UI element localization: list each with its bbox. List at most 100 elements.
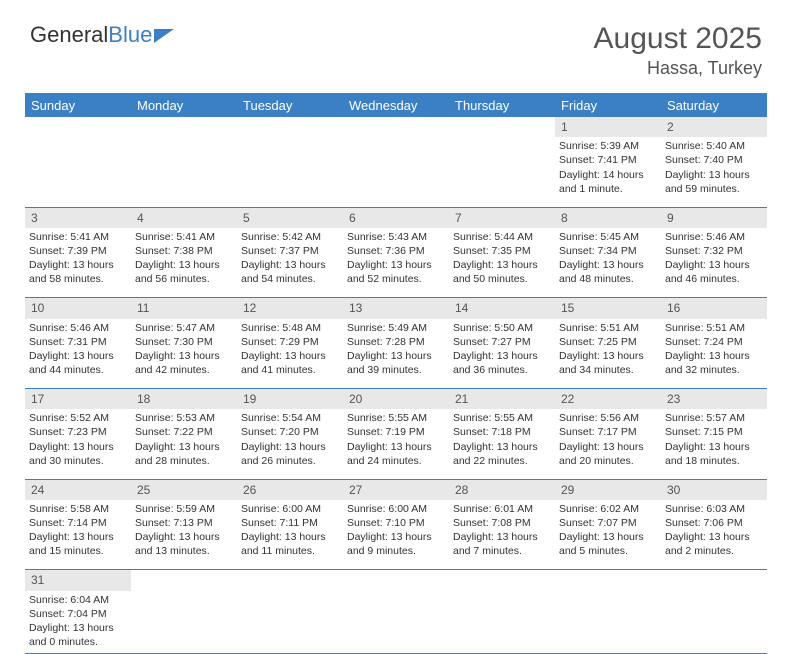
day-number: 4 [131, 207, 237, 228]
day-number: 9 [661, 207, 767, 228]
weekday-header-row: SundayMondayTuesdayWednesdayThursdayFrid… [25, 94, 767, 118]
day-number: 16 [661, 298, 767, 319]
sunrise-line: Sunrise: 6:04 AM [29, 593, 127, 607]
day-number: 8 [555, 207, 661, 228]
day-cell: Sunrise: 6:01 AMSunset: 7:08 PMDaylight:… [449, 500, 555, 570]
weekday-header: Monday [131, 94, 237, 118]
day-cell: Sunrise: 6:02 AMSunset: 7:07 PMDaylight:… [555, 500, 661, 570]
sunrise-line: Sunrise: 5:47 AM [135, 321, 233, 335]
sunset-line: Sunset: 7:04 PM [29, 607, 127, 621]
day-number-row: 10111213141516 [25, 298, 767, 319]
day-content-row: Sunrise: 5:46 AMSunset: 7:31 PMDaylight:… [25, 319, 767, 389]
sunrise-line: Sunrise: 5:49 AM [347, 321, 445, 335]
weekday-header: Thursday [449, 94, 555, 118]
day-cell: Sunrise: 6:04 AMSunset: 7:04 PMDaylight:… [25, 591, 131, 654]
sunset-line: Sunset: 7:40 PM [665, 153, 763, 167]
day-number: 12 [237, 298, 343, 319]
sunset-line: Sunset: 7:20 PM [241, 425, 339, 439]
day-number: 22 [555, 389, 661, 410]
sunset-line: Sunset: 7:28 PM [347, 335, 445, 349]
day-number: 18 [131, 389, 237, 410]
daylight-line: Daylight: 13 hours and 42 minutes. [135, 349, 233, 377]
day-cell: Sunrise: 5:42 AMSunset: 7:37 PMDaylight:… [237, 228, 343, 298]
empty-cell [237, 591, 343, 654]
sunset-line: Sunset: 7:06 PM [665, 516, 763, 530]
day-cell: Sunrise: 5:59 AMSunset: 7:13 PMDaylight:… [131, 500, 237, 570]
sunrise-line: Sunrise: 6:01 AM [453, 502, 551, 516]
empty-cell [131, 591, 237, 654]
sunset-line: Sunset: 7:19 PM [347, 425, 445, 439]
weekday-header: Saturday [661, 94, 767, 118]
sunrise-line: Sunrise: 5:42 AM [241, 230, 339, 244]
empty-cell [237, 570, 343, 591]
weekday-header: Tuesday [237, 94, 343, 118]
sunset-line: Sunset: 7:34 PM [559, 244, 657, 258]
daylight-line: Daylight: 13 hours and 7 minutes. [453, 530, 551, 558]
day-number: 7 [449, 207, 555, 228]
day-cell: Sunrise: 5:57 AMSunset: 7:15 PMDaylight:… [661, 409, 767, 479]
day-number: 11 [131, 298, 237, 319]
sunset-line: Sunset: 7:11 PM [241, 516, 339, 530]
day-number: 31 [25, 570, 131, 591]
sunset-line: Sunset: 7:18 PM [453, 425, 551, 439]
empty-cell [131, 570, 237, 591]
sunset-line: Sunset: 7:31 PM [29, 335, 127, 349]
flag-icon [154, 27, 176, 43]
sunrise-line: Sunrise: 6:03 AM [665, 502, 763, 516]
day-number: 29 [555, 479, 661, 500]
empty-cell [449, 570, 555, 591]
day-cell: Sunrise: 5:48 AMSunset: 7:29 PMDaylight:… [237, 319, 343, 389]
daylight-line: Daylight: 13 hours and 39 minutes. [347, 349, 445, 377]
sunset-line: Sunset: 7:08 PM [453, 516, 551, 530]
sunrise-line: Sunrise: 5:41 AM [29, 230, 127, 244]
daylight-line: Daylight: 13 hours and 41 minutes. [241, 349, 339, 377]
day-number-row: 3456789 [25, 207, 767, 228]
daylight-line: Daylight: 13 hours and 34 minutes. [559, 349, 657, 377]
day-number: 21 [449, 389, 555, 410]
day-cell: Sunrise: 5:45 AMSunset: 7:34 PMDaylight:… [555, 228, 661, 298]
sunrise-line: Sunrise: 5:55 AM [453, 411, 551, 425]
day-number: 30 [661, 479, 767, 500]
weekday-header: Wednesday [343, 94, 449, 118]
empty-cell [237, 137, 343, 207]
empty-cell [555, 591, 661, 654]
day-cell: Sunrise: 5:49 AMSunset: 7:28 PMDaylight:… [343, 319, 449, 389]
day-number: 23 [661, 389, 767, 410]
sunset-line: Sunset: 7:15 PM [665, 425, 763, 439]
day-number: 14 [449, 298, 555, 319]
sunset-line: Sunset: 7:32 PM [665, 244, 763, 258]
empty-cell [237, 117, 343, 137]
daylight-line: Daylight: 13 hours and 44 minutes. [29, 349, 127, 377]
day-number: 1 [555, 117, 661, 137]
day-cell: Sunrise: 5:50 AMSunset: 7:27 PMDaylight:… [449, 319, 555, 389]
daylight-line: Daylight: 13 hours and 32 minutes. [665, 349, 763, 377]
daylight-line: Daylight: 13 hours and 13 minutes. [135, 530, 233, 558]
day-number: 5 [237, 207, 343, 228]
sunrise-line: Sunrise: 5:43 AM [347, 230, 445, 244]
daylight-line: Daylight: 13 hours and 56 minutes. [135, 258, 233, 286]
empty-cell [25, 137, 131, 207]
sunset-line: Sunset: 7:29 PM [241, 335, 339, 349]
day-number: 20 [343, 389, 449, 410]
day-cell: Sunrise: 5:55 AMSunset: 7:18 PMDaylight:… [449, 409, 555, 479]
sunrise-line: Sunrise: 5:50 AM [453, 321, 551, 335]
sunrise-line: Sunrise: 5:44 AM [453, 230, 551, 244]
empty-cell [343, 117, 449, 137]
daylight-line: Daylight: 13 hours and 46 minutes. [665, 258, 763, 286]
daylight-line: Daylight: 13 hours and 52 minutes. [347, 258, 445, 286]
sunset-line: Sunset: 7:25 PM [559, 335, 657, 349]
sunrise-line: Sunrise: 5:40 AM [665, 139, 763, 153]
sunset-line: Sunset: 7:17 PM [559, 425, 657, 439]
month-title: August 2025 [594, 22, 762, 56]
title-block: August 2025 Hassa, Turkey [594, 22, 762, 79]
daylight-line: Daylight: 13 hours and 36 minutes. [453, 349, 551, 377]
day-number: 13 [343, 298, 449, 319]
day-number: 28 [449, 479, 555, 500]
sunrise-line: Sunrise: 5:53 AM [135, 411, 233, 425]
day-number: 26 [237, 479, 343, 500]
day-number-row: 31 [25, 570, 767, 591]
day-number: 25 [131, 479, 237, 500]
daylight-line: Daylight: 13 hours and 58 minutes. [29, 258, 127, 286]
day-number: 27 [343, 479, 449, 500]
sunrise-line: Sunrise: 5:48 AM [241, 321, 339, 335]
